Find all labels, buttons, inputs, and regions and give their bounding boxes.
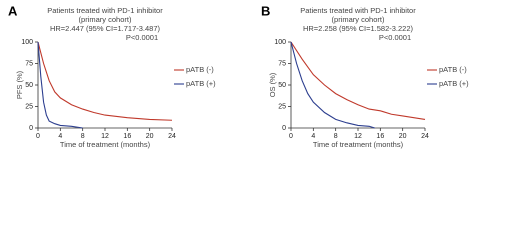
figure: A Patients treated with PD-1 inhibitor(pr…	[8, 3, 469, 149]
annotation: P<0.0001	[126, 33, 158, 42]
y-tick-label: 75	[25, 60, 33, 67]
annotation: HR=2.258 (95% CI=1.582-3.222)	[303, 24, 414, 33]
survival-curve	[290, 41, 426, 120]
x-tick-label: 24	[421, 133, 429, 140]
x-tick-label: 0	[36, 133, 40, 140]
survival-curve	[37, 41, 83, 129]
survival-curve	[37, 41, 173, 121]
x-tick-label: 8	[334, 133, 338, 140]
x-tick-label: 12	[354, 133, 362, 140]
y-tick-label: 25	[278, 103, 286, 110]
y-tick-label: 50	[25, 82, 33, 89]
chart-title: Patients treated with PD-1 inhibitor	[47, 6, 163, 15]
survival-curve	[290, 41, 375, 129]
x-tick-label: 16	[123, 133, 131, 140]
annotation: P<0.0001	[379, 33, 411, 42]
y-tick-label: 75	[278, 60, 286, 67]
panel-label: A	[8, 3, 18, 18]
legend-label: pATB (+)	[186, 79, 216, 88]
chart-title: Patients treated with PD-1 inhibitor	[300, 6, 416, 15]
y-tick-label: 25	[25, 103, 33, 110]
legend-label: pATB (-)	[186, 65, 214, 74]
legend-label: pATB (-)	[439, 65, 467, 74]
x-tick-label: 8	[81, 133, 85, 140]
x-tick-label: 0	[289, 133, 293, 140]
x-tick-label: 16	[376, 133, 384, 140]
x-tick-label: 4	[58, 133, 62, 140]
x-tick-label: 24	[168, 133, 176, 140]
y-tick-label: 0	[282, 125, 286, 132]
chart-subtitle: (primary cohort)	[79, 15, 132, 24]
y-axis-label: OS (%)	[268, 72, 277, 97]
axis-line	[290, 42, 425, 129]
x-axis-label: Time of treatment (months)	[313, 140, 404, 149]
y-axis-label: PFS (%)	[15, 70, 24, 99]
chart-subtitle: (primary cohort)	[332, 15, 385, 24]
x-tick-label: 20	[399, 133, 407, 140]
annotation: HR=2.447 (95% CI=1.717-3.487)	[50, 24, 161, 33]
y-tick-label: 50	[278, 82, 286, 89]
y-tick-label: 100	[274, 39, 286, 46]
x-tick-label: 20	[146, 133, 154, 140]
y-tick-label: 100	[21, 39, 33, 46]
panel-label: B	[261, 3, 270, 18]
y-tick-label: 0	[29, 125, 33, 132]
legend-label: pATB (+)	[439, 79, 469, 88]
x-axis-label: Time of treatment (months)	[60, 140, 151, 149]
x-tick-label: 12	[101, 133, 109, 140]
x-tick-label: 4	[311, 133, 315, 140]
